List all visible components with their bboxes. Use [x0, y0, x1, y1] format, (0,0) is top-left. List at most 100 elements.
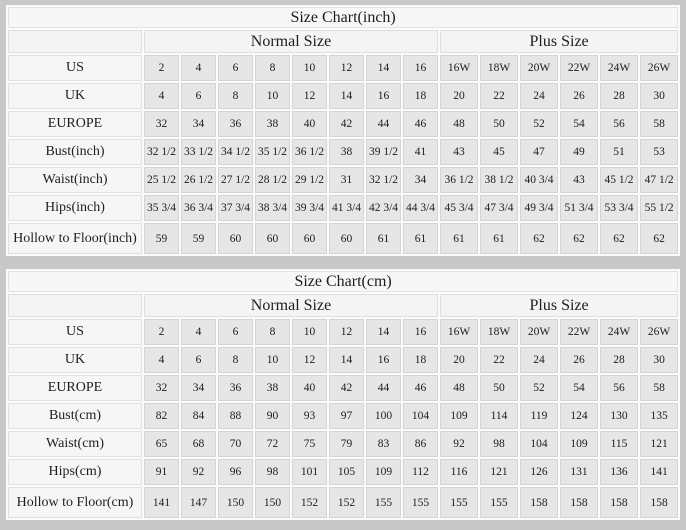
size-value-cell: 14	[329, 347, 364, 373]
size-value-cell: 8	[218, 83, 253, 109]
size-value-cell: 104	[520, 431, 558, 457]
size-value-cell: 34	[181, 375, 216, 401]
size-value-cell: 39 1/2	[366, 139, 401, 165]
table-row: EUROPE 32 34 36 38 40 42 44 46 48 50 52 54 56 58	[8, 375, 679, 401]
size-value-cell: 26	[560, 347, 598, 373]
size-value-cell: 155	[403, 487, 438, 518]
size-value-cell: 62	[600, 223, 638, 254]
size-value-cell: 42 3/4	[366, 195, 401, 221]
table-title: Size Chart(inch)	[8, 7, 679, 28]
size-value-cell: 42	[329, 375, 364, 401]
size-value-cell: 6	[218, 319, 253, 345]
size-value-cell: 2	[144, 55, 179, 81]
size-value-cell: 44	[366, 375, 401, 401]
size-value-cell: 147	[181, 487, 216, 518]
size-value-cell: 6	[181, 83, 216, 109]
size-value-cell: 16	[366, 347, 401, 373]
size-value-cell: 56	[600, 111, 638, 137]
row-label: Waist(inch)	[8, 167, 142, 193]
size-value-cell: 10	[255, 83, 290, 109]
size-value-cell: 26W	[640, 55, 679, 81]
size-value-cell: 12	[329, 55, 364, 81]
size-value-cell: 20W	[520, 55, 558, 81]
size-value-cell: 38	[255, 111, 290, 137]
row-label: UK	[8, 347, 142, 373]
size-value-cell: 47	[520, 139, 558, 165]
size-value-cell: 90	[255, 403, 290, 429]
size-value-cell: 4	[181, 55, 216, 81]
corner-cell	[8, 30, 142, 53]
size-value-cell: 152	[292, 487, 327, 518]
size-value-cell: 86	[403, 431, 438, 457]
size-value-cell: 92	[440, 431, 478, 457]
size-value-cell: 40	[292, 375, 327, 401]
size-value-cell: 37 3/4	[218, 195, 253, 221]
size-value-cell: 98	[255, 459, 290, 485]
size-value-cell: 32 1/2	[144, 139, 179, 165]
size-value-cell: 50	[480, 111, 518, 137]
size-value-cell: 32 1/2	[366, 167, 401, 193]
size-value-cell: 51 3/4	[560, 195, 598, 221]
size-value-cell: 36 1/2	[440, 167, 478, 193]
size-value-cell: 42	[329, 111, 364, 137]
size-value-cell: 75	[292, 431, 327, 457]
row-label: US	[8, 55, 142, 81]
size-value-cell: 22W	[560, 55, 598, 81]
size-value-cell: 45 3/4	[440, 195, 478, 221]
size-value-cell: 2	[144, 319, 179, 345]
size-value-cell: 109	[560, 431, 598, 457]
size-value-cell: 62	[520, 223, 558, 254]
row-label: US	[8, 319, 142, 345]
size-value-cell: 48	[440, 375, 478, 401]
row-label: Hollow to Floor(cm)	[8, 487, 142, 518]
group-header-row: Normal Size Plus Size	[8, 294, 679, 317]
size-value-cell: 43	[560, 167, 598, 193]
size-value-cell: 22	[480, 347, 518, 373]
size-value-cell: 29 1/2	[292, 167, 327, 193]
group-header-normal-size: Normal Size	[144, 294, 438, 317]
size-value-cell: 39 3/4	[292, 195, 327, 221]
table-body: US 2 4 6 8 10 12 14 16 16W 18W 20W 22W 24W 26W UK 4 6 8 10 1…	[8, 319, 679, 518]
size-value-cell: 24	[520, 347, 558, 373]
size-value-cell: 155	[440, 487, 478, 518]
table-body: US 2 4 6 8 10 12 14 16 16W 18W 20W 22W 24W 26W UK 4 6 8 10 1…	[8, 55, 679, 254]
table-row: Hips(cm) 91 92 96 98 101 105 109 112 116 121 126 131…	[8, 459, 679, 485]
size-value-cell: 36	[218, 111, 253, 137]
table-row: Hollow to Floor(cm) 141 147 150 150 152 152 155…	[8, 487, 679, 518]
size-chart-table-cm: Size Chart(cm) Normal Size Plus Size US 2…	[6, 269, 681, 520]
size-value-cell: 44	[366, 111, 401, 137]
size-value-cell: 50	[480, 375, 518, 401]
size-value-cell: 12	[292, 83, 327, 109]
table-row: Waist(inch) 25 1/2 26 1/2 27 1/2 28 1/2 29 1/…	[8, 167, 679, 193]
size-value-cell: 60	[255, 223, 290, 254]
size-value-cell: 28	[600, 83, 638, 109]
size-value-cell: 34	[181, 111, 216, 137]
size-value-cell: 51	[600, 139, 638, 165]
group-header-plus-size: Plus Size	[440, 294, 679, 317]
size-value-cell: 31	[329, 167, 364, 193]
size-value-cell: 96	[218, 459, 253, 485]
size-value-cell: 45	[480, 139, 518, 165]
size-value-cell: 119	[520, 403, 558, 429]
size-value-cell: 124	[560, 403, 598, 429]
size-value-cell: 155	[366, 487, 401, 518]
size-value-cell: 8	[255, 55, 290, 81]
size-value-cell: 61	[440, 223, 478, 254]
size-value-cell: 79	[329, 431, 364, 457]
title-row: Size Chart(inch)	[8, 7, 679, 28]
title-row: Size Chart(cm)	[8, 271, 679, 292]
size-value-cell: 109	[440, 403, 478, 429]
size-value-cell: 60	[292, 223, 327, 254]
size-value-cell: 61	[366, 223, 401, 254]
table-row: EUROPE 32 34 36 38 40 42 44 46 48 50 52 54 56 58	[8, 111, 679, 137]
row-label: Bust(cm)	[8, 403, 142, 429]
size-value-cell: 53	[640, 139, 679, 165]
size-value-cell: 112	[403, 459, 438, 485]
size-value-cell: 34	[403, 167, 438, 193]
size-value-cell: 52	[520, 111, 558, 137]
size-value-cell: 82	[144, 403, 179, 429]
size-value-cell: 150	[255, 487, 290, 518]
size-value-cell: 46	[403, 111, 438, 137]
size-value-cell: 46	[403, 375, 438, 401]
size-value-cell: 65	[144, 431, 179, 457]
